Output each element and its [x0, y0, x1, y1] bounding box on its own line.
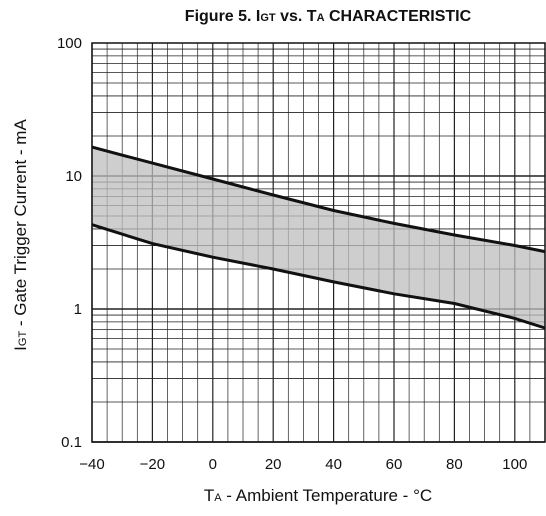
y-tick-label: 10: [65, 168, 82, 185]
y-tick-label: 100: [57, 35, 82, 52]
plot-frame: [91, 42, 546, 443]
title-mid: vs. T: [275, 8, 317, 25]
ylabel-prefix: I: [11, 346, 30, 351]
x-tick-label: −20: [140, 456, 165, 473]
xlabel-prefix: T: [203, 486, 215, 505]
y-tick-label: 1: [74, 301, 82, 318]
xlabel-sub: A: [214, 492, 222, 504]
x-tick-label: 100: [502, 456, 527, 473]
x-tick-label: 80: [446, 456, 463, 473]
title-sub-gt: GT: [260, 12, 276, 24]
y-axis-label: IGT - Gate Trigger Current - mA: [11, 60, 31, 410]
title-prefix: Figure 5. I: [184, 8, 261, 25]
title-suffix: CHARACTERISTIC: [324, 8, 472, 25]
y-tick-label: 0.1: [61, 434, 82, 451]
x-tick-label: 60: [386, 456, 403, 473]
x-tick-labels: −40 −20 0 20 40 60 80 100: [79, 456, 527, 473]
x-axis-label: TA - Ambient Temperature - °C: [90, 486, 546, 506]
x-tick-label: 0: [209, 456, 217, 473]
lower-limit-line: [91, 223, 546, 330]
x-tick-label: 20: [265, 456, 282, 473]
xlabel-suffix: - Ambient Temperature - °C: [221, 486, 433, 505]
x-tick-label: −40: [79, 456, 104, 473]
x-tick-label: 40: [325, 456, 342, 473]
ylabel-sub: GT: [17, 330, 29, 347]
ylabel-suffix: - Gate Trigger Current - mA: [11, 119, 30, 331]
trigger-current-band: [92, 147, 545, 328]
upper-limit-line: [91, 145, 546, 254]
chart-title: Figure 5. IGT vs. TA CHARACTERISTIC: [118, 8, 538, 26]
title-sub-a: A: [316, 12, 325, 24]
y-tick-labels: 0.1 1 10 100: [57, 35, 82, 451]
